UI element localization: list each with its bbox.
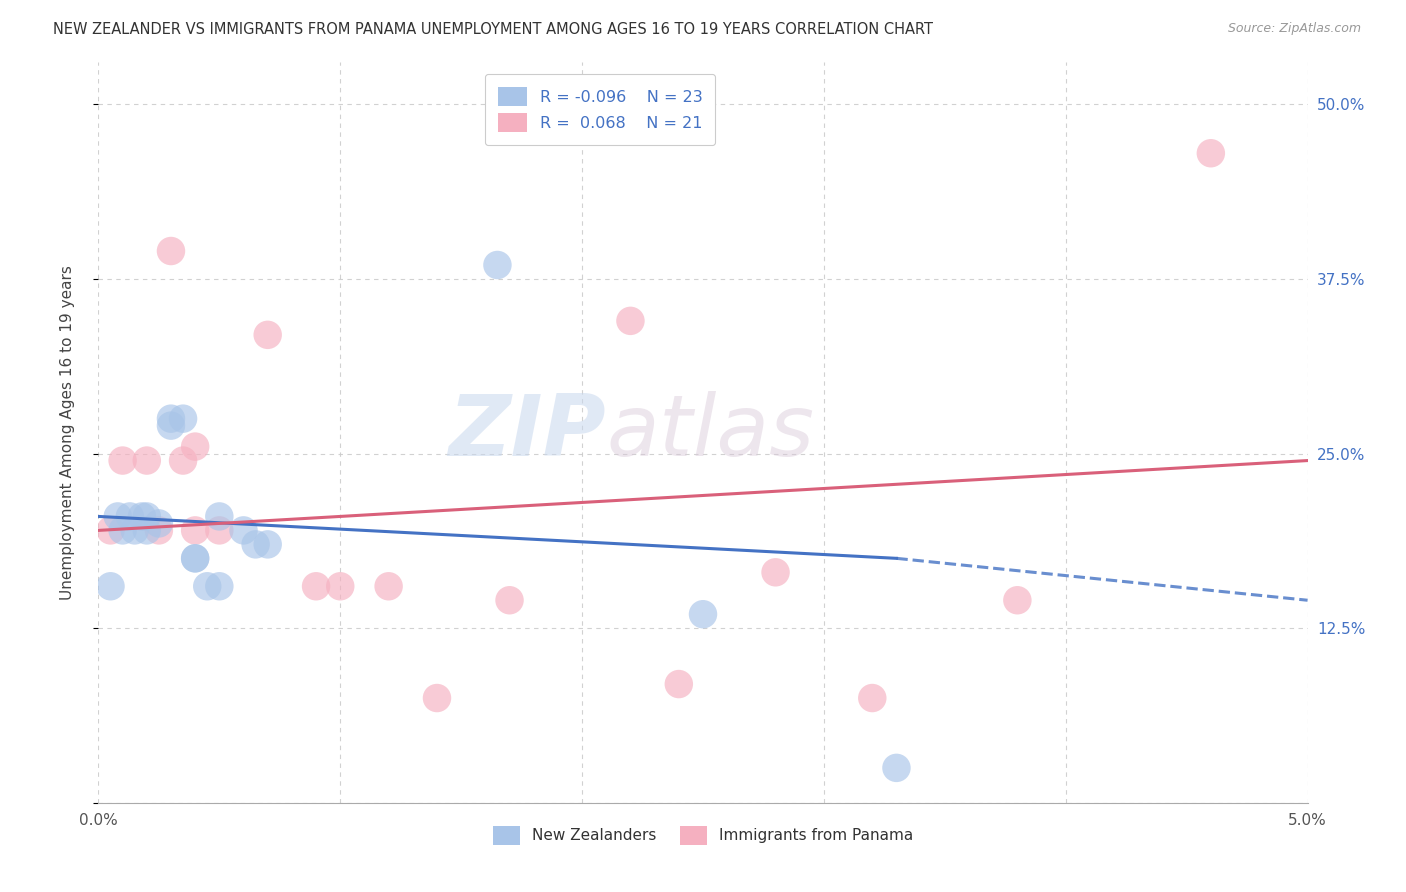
- Point: [208, 524, 231, 538]
- Legend: New Zealanders, Immigrants from Panama: New Zealanders, Immigrants from Panama: [486, 820, 920, 851]
- Text: atlas: atlas: [606, 391, 814, 475]
- Y-axis label: Unemployment Among Ages 16 to 19 years: Unemployment Among Ages 16 to 19 years: [60, 265, 75, 600]
- Point: [172, 411, 194, 425]
- Point: [184, 440, 207, 454]
- Point: [765, 566, 787, 580]
- Point: [184, 551, 207, 566]
- Point: [377, 579, 399, 593]
- Point: [329, 579, 352, 593]
- Point: [172, 453, 194, 467]
- Text: ZIP: ZIP: [449, 391, 606, 475]
- Point: [256, 537, 278, 551]
- Point: [498, 593, 520, 607]
- Text: NEW ZEALANDER VS IMMIGRANTS FROM PANAMA UNEMPLOYMENT AMONG AGES 16 TO 19 YEARS C: NEW ZEALANDER VS IMMIGRANTS FROM PANAMA …: [53, 22, 934, 37]
- Point: [107, 509, 129, 524]
- Point: [111, 453, 134, 467]
- Point: [131, 509, 153, 524]
- Point: [195, 579, 218, 593]
- Point: [1199, 146, 1222, 161]
- Point: [124, 524, 146, 538]
- Point: [148, 516, 170, 531]
- Point: [668, 677, 690, 691]
- Point: [160, 418, 183, 433]
- Point: [160, 244, 183, 258]
- Point: [245, 537, 267, 551]
- Point: [860, 691, 883, 706]
- Point: [118, 509, 141, 524]
- Point: [111, 524, 134, 538]
- Point: [135, 509, 157, 524]
- Point: [135, 524, 157, 538]
- Point: [100, 579, 122, 593]
- Point: [692, 607, 714, 622]
- Point: [619, 314, 641, 328]
- Point: [486, 258, 509, 272]
- Point: [160, 411, 183, 425]
- Point: [1007, 593, 1029, 607]
- Point: [305, 579, 328, 593]
- Point: [426, 691, 449, 706]
- Point: [232, 524, 254, 538]
- Point: [886, 761, 908, 775]
- Point: [148, 524, 170, 538]
- Point: [208, 509, 231, 524]
- Point: [256, 327, 278, 342]
- Point: [208, 579, 231, 593]
- Text: Source: ZipAtlas.com: Source: ZipAtlas.com: [1227, 22, 1361, 36]
- Point: [135, 453, 157, 467]
- Point: [184, 524, 207, 538]
- Point: [100, 524, 122, 538]
- Point: [184, 551, 207, 566]
